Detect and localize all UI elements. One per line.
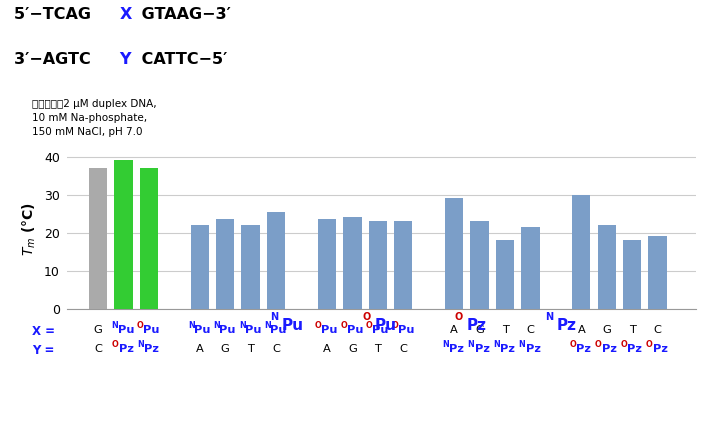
Text: N: N (239, 321, 246, 330)
Text: Pu: Pu (118, 325, 134, 335)
Text: O: O (595, 340, 601, 349)
Bar (318, 219, 336, 309)
Text: N: N (468, 340, 474, 349)
Text: CATTC−5′: CATTC−5′ (136, 52, 228, 67)
Bar (368, 221, 387, 309)
Bar (241, 225, 260, 309)
Text: N: N (137, 340, 143, 349)
Text: T: T (374, 344, 381, 354)
Text: GTAAG−3′: GTAAG−3′ (136, 7, 231, 21)
Text: Pz: Pz (119, 344, 133, 354)
Bar (343, 217, 361, 309)
Bar (648, 237, 667, 309)
Text: A: A (323, 344, 331, 354)
Text: O: O (137, 321, 143, 330)
Text: N: N (188, 321, 195, 330)
Text: A: A (577, 325, 585, 335)
Bar (521, 227, 540, 309)
Text: N: N (442, 340, 449, 349)
Text: Pz: Pz (449, 344, 464, 354)
Text: X =: X = (32, 325, 55, 338)
Text: C: C (94, 344, 102, 354)
Text: Pz: Pz (602, 344, 617, 354)
Text: Pu: Pu (346, 325, 363, 335)
Text: T: T (629, 325, 635, 335)
Text: C: C (527, 325, 535, 335)
Text: N: N (518, 340, 525, 349)
Text: O: O (391, 321, 398, 330)
Text: O: O (111, 340, 119, 349)
Text: Pu: Pu (271, 325, 287, 335)
Bar (598, 225, 616, 309)
Text: N: N (545, 312, 553, 322)
Text: Pz: Pz (557, 318, 577, 332)
Text: O: O (646, 340, 652, 349)
Text: Pz: Pz (500, 344, 515, 354)
Text: Pu: Pu (245, 325, 261, 335)
Bar (394, 221, 413, 309)
Bar (471, 221, 488, 309)
Text: N: N (111, 321, 119, 330)
Text: Pu: Pu (282, 318, 304, 332)
Bar (89, 168, 107, 309)
Text: Pu: Pu (372, 325, 388, 335)
Bar (496, 240, 514, 309)
Bar (114, 160, 133, 309)
Text: Pz: Pz (652, 344, 667, 354)
Text: N: N (264, 321, 271, 330)
Text: O: O (621, 340, 627, 349)
Text: Pz: Pz (628, 344, 642, 354)
Bar (623, 240, 641, 309)
Bar (216, 219, 234, 309)
Text: C: C (399, 344, 408, 354)
Text: O: O (341, 321, 347, 330)
Y-axis label: $\mathit{T}_m$ (°C): $\mathit{T}_m$ (°C) (21, 202, 38, 256)
Text: 測定条件：2 μM duplex DNA,
10 mM Na-phosphate,
150 mM NaCl, pH 7.0: 測定条件：2 μM duplex DNA, 10 mM Na-phosphate… (32, 99, 157, 137)
Text: Pu: Pu (143, 325, 160, 335)
Text: Pu: Pu (219, 325, 236, 335)
Text: O: O (366, 321, 373, 330)
Text: G: G (221, 344, 229, 354)
Text: O: O (315, 321, 322, 330)
Text: Pz: Pz (525, 344, 540, 354)
Text: X: X (119, 7, 131, 21)
Text: G: G (94, 325, 102, 335)
Text: T: T (247, 344, 254, 354)
Text: Pu: Pu (321, 325, 338, 335)
Text: Pz: Pz (144, 344, 159, 354)
Text: 5′−TCAG: 5′−TCAG (14, 7, 97, 21)
Text: 3′−AGTC: 3′−AGTC (14, 52, 97, 67)
Bar (140, 168, 158, 309)
Text: C: C (272, 344, 280, 354)
Text: Pz: Pz (466, 318, 486, 332)
Text: G: G (602, 325, 611, 335)
Text: C: C (654, 325, 662, 335)
Text: Pu: Pu (194, 325, 211, 335)
Text: Pz: Pz (577, 344, 591, 354)
Text: Y =: Y = (32, 344, 54, 357)
Bar (445, 198, 464, 309)
Text: N: N (493, 340, 500, 349)
Text: N: N (271, 312, 278, 322)
Text: G: G (348, 344, 356, 354)
Text: A: A (196, 344, 204, 354)
Text: O: O (454, 312, 463, 322)
Text: O: O (362, 312, 371, 322)
Text: T: T (501, 325, 508, 335)
Text: Y: Y (119, 52, 131, 67)
Text: N: N (213, 321, 220, 330)
Text: Pz: Pz (475, 344, 490, 354)
Text: O: O (569, 340, 577, 349)
Bar (190, 225, 209, 309)
Text: Pu: Pu (398, 325, 414, 335)
Bar (267, 212, 285, 309)
Text: Pu: Pu (374, 318, 396, 332)
Text: A: A (450, 325, 458, 335)
Bar (572, 194, 591, 309)
Text: G: G (475, 325, 484, 335)
